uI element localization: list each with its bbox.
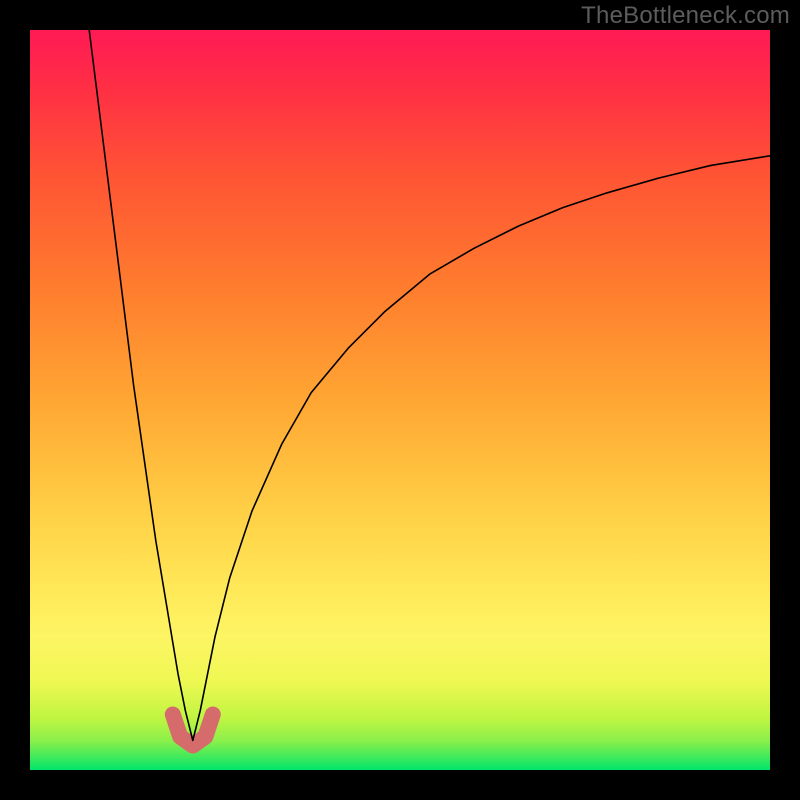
- watermark-text: TheBottleneck.com: [581, 2, 790, 30]
- gradient-background: [30, 30, 770, 770]
- chart-stage: TheBottleneck.com: [0, 0, 800, 800]
- plot-svg: [30, 30, 770, 770]
- plot-area: [30, 30, 770, 770]
